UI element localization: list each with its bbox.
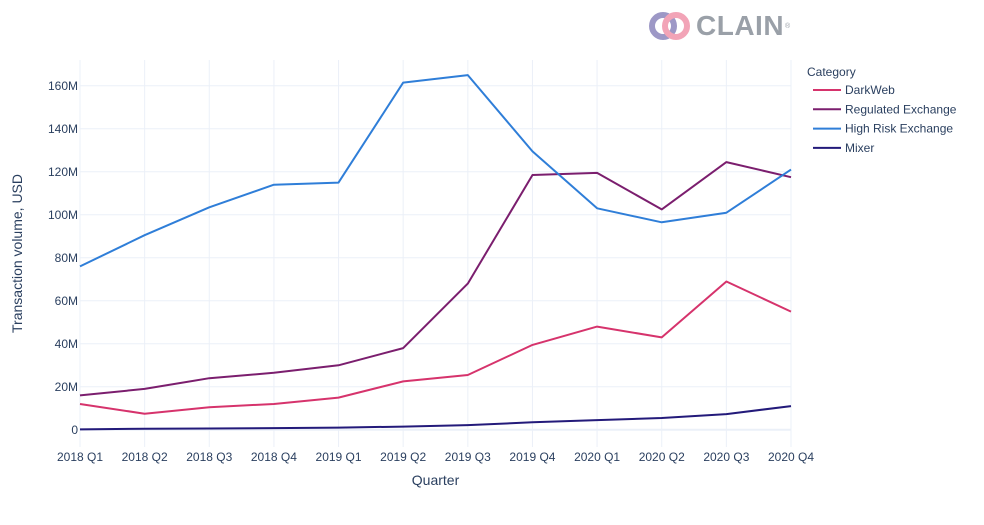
legend-item-label: High Risk Exchange	[845, 122, 953, 136]
y-tick-label: 120M	[48, 165, 78, 179]
x-tick-label: 2019 Q4	[509, 450, 555, 464]
series-line	[79, 74, 792, 268]
legend-title: Category	[807, 65, 856, 79]
x-tick-label: 2019 Q3	[445, 450, 491, 464]
x-tick-label: 2020 Q1	[574, 450, 620, 464]
x-tick-label: 2020 Q2	[639, 450, 685, 464]
x-tick-label: 2018 Q2	[122, 450, 168, 464]
series-line	[79, 280, 792, 415]
x-tick-label: 2020 Q3	[703, 450, 749, 464]
x-axis-title: Quarter	[412, 472, 460, 488]
y-axis-title: Transaction volume, USD	[9, 174, 25, 333]
y-tick-label: 60M	[55, 294, 78, 308]
clain-logo: CLAIN ®	[648, 8, 790, 44]
legend: Category DarkWeb Regulated Exchange High R…	[807, 65, 957, 155]
y-axis-ticks: 0 20M 40M 60M 80M 100M 120M 140M 160M	[48, 79, 78, 437]
x-tick-label: 2018 Q4	[251, 450, 297, 464]
logo-rings-icon	[649, 12, 690, 40]
y-tick-label: 160M	[48, 79, 78, 93]
series-lines	[79, 74, 792, 431]
logo-registered-mark: ®	[785, 22, 791, 30]
x-axis-ticks: 2018 Q1 2018 Q2 2018 Q3 2018 Q4 2019 Q1 2019 …	[57, 450, 814, 464]
y-tick-label: 80M	[55, 251, 78, 265]
x-tick-label: 2020 Q4	[768, 450, 814, 464]
y-tick-label: 40M	[55, 337, 78, 351]
x-tick-label: 2019 Q2	[380, 450, 426, 464]
x-tick-label: 2018 Q1	[57, 450, 103, 464]
legend-item-label: Regulated Exchange	[845, 102, 957, 116]
y-tick-label: 140M	[48, 122, 78, 136]
x-tick-label: 2019 Q1	[316, 450, 362, 464]
legend-item-label: Mixer	[845, 141, 874, 155]
y-tick-label: 20M	[55, 380, 78, 394]
x-tick-label: 2018 Q3	[186, 450, 232, 464]
y-tick-label: 100M	[48, 208, 78, 222]
logo-text: CLAIN	[696, 10, 785, 41]
series-line	[79, 161, 792, 397]
legend-item-label: DarkWeb	[845, 83, 895, 97]
series-line	[79, 405, 792, 431]
grid	[79, 60, 792, 447]
y-tick-label: 0	[71, 423, 78, 437]
